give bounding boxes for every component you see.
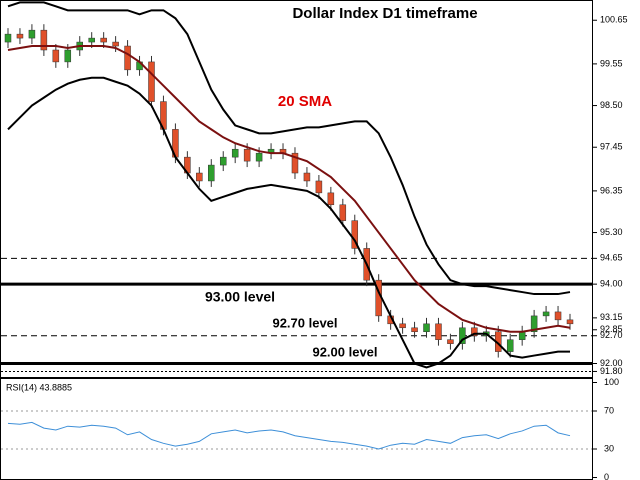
rsi-frame — [0, 378, 593, 480]
y-tick-label: 92.00 — [600, 358, 623, 368]
candle-body — [16, 33, 24, 39]
candle-body — [52, 49, 60, 63]
candle-body — [399, 323, 406, 329]
candle-body — [339, 204, 347, 221]
y-tick-label: 94.65 — [600, 253, 623, 263]
candle-body — [303, 172, 311, 182]
rsi-line — [7, 421, 571, 450]
candle-body — [554, 311, 562, 321]
y-tick-label: 96.35 — [600, 185, 623, 195]
candle-body — [315, 180, 323, 194]
candle-body — [243, 148, 251, 162]
price-frame — [0, 0, 593, 378]
annotation: 92.00 level — [312, 344, 377, 359]
candle-body — [506, 339, 514, 352]
candle-body — [4, 33, 12, 43]
candle-body — [64, 49, 72, 63]
y-tick-label: 100 — [604, 377, 619, 387]
candle-body — [566, 319, 574, 325]
candle-body — [447, 339, 454, 344]
candle-body — [124, 45, 131, 71]
candle-body — [196, 172, 203, 182]
candle-body — [411, 327, 418, 333]
candle-body — [88, 37, 95, 43]
candle-body — [327, 192, 335, 206]
candle-body — [255, 152, 263, 162]
candle-body — [148, 61, 155, 102]
candle-body — [219, 156, 227, 166]
y-tick-label: 0 — [604, 472, 609, 480]
y-tick-label: 92.70 — [600, 330, 623, 340]
candle-body — [435, 323, 442, 340]
y-tick-label: 98.50 — [600, 100, 623, 110]
candle-body — [112, 41, 119, 47]
annotation: 93.00 level — [205, 289, 275, 305]
candle-body — [351, 220, 359, 249]
candle-body — [100, 37, 107, 43]
y-tick-label: 97.45 — [600, 142, 623, 152]
candle-body — [471, 327, 478, 336]
y-tick-label: 30 — [604, 443, 614, 453]
candle-body — [530, 315, 538, 333]
y-tick-label: 95.30 — [600, 227, 623, 237]
band-line — [7, 76, 570, 369]
band-line — [7, 1, 571, 296]
y-tick-label: 92.85 — [600, 324, 623, 334]
annotation: 92.70 level — [272, 315, 337, 330]
candle-body — [542, 311, 550, 317]
rsi-title: RSI(14) 43.8885 — [6, 382, 72, 392]
y-tick-label: 100.65 — [600, 15, 628, 25]
y-tick-label: 70 — [604, 405, 614, 415]
y-tick-label: 99.55 — [600, 58, 623, 68]
candle-body — [28, 29, 36, 39]
annotation: 20 SMA — [278, 93, 332, 110]
y-tick-label: 93.15 — [600, 312, 623, 322]
candle-body — [231, 148, 239, 158]
y-tick-label: 94.00 — [600, 279, 623, 289]
band-line — [7, 45, 571, 333]
candle-body — [291, 152, 299, 174]
candle-body — [40, 29, 48, 51]
y-tick-label: 91.80 — [600, 366, 623, 376]
chart-title: Dollar Index D1 timeframe — [292, 5, 477, 22]
candle-body — [423, 323, 430, 333]
candle-body — [518, 331, 526, 340]
candle-body — [459, 327, 466, 344]
candle-body — [208, 164, 215, 182]
